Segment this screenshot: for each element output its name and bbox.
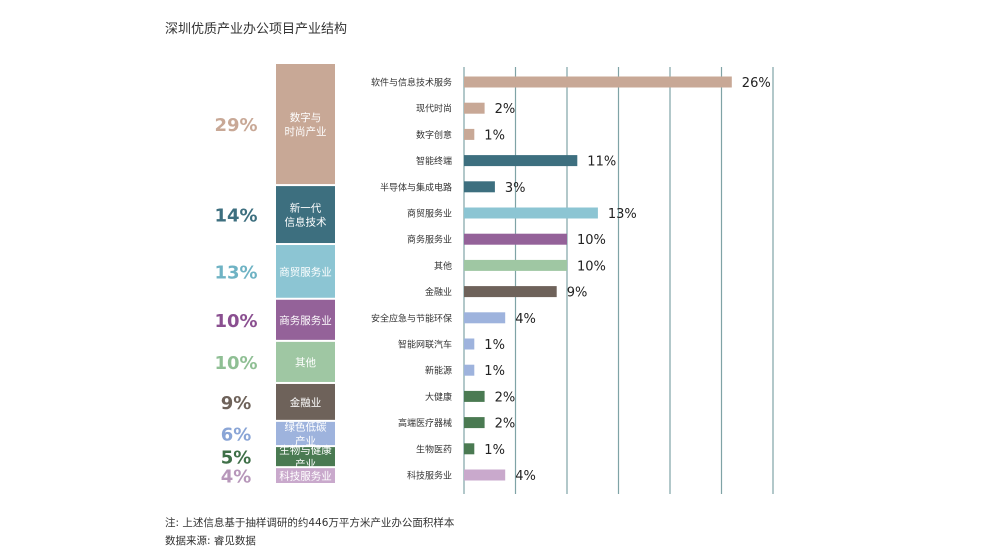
- group-share-label: 5%: [221, 448, 252, 469]
- value-label: 26%: [742, 76, 771, 91]
- group-share-label: 10%: [214, 353, 257, 374]
- category-label: 安全应急与节能环保: [371, 312, 452, 324]
- stack-segment: [276, 383, 335, 420]
- value-label: 9%: [567, 286, 588, 301]
- bar: [464, 181, 495, 193]
- category-label: 新能源: [425, 365, 452, 377]
- stack-segment: [276, 299, 335, 340]
- group-share-label: 14%: [214, 206, 257, 227]
- category-label: 软件与信息技术服务: [371, 77, 452, 89]
- value-label: 3%: [505, 181, 526, 196]
- value-label: 1%: [484, 364, 505, 379]
- bar: [464, 155, 578, 167]
- category-label: 半导体与集成电路: [380, 181, 452, 193]
- value-label: 11%: [587, 155, 616, 170]
- value-label: 1%: [484, 128, 505, 143]
- stack-segment: [276, 186, 335, 244]
- category-label: 高端医疗器械: [398, 417, 452, 429]
- segment-label: 金融业: [290, 396, 322, 409]
- stack-segment: [276, 421, 335, 446]
- category-label: 大健康: [425, 391, 452, 403]
- stack-segment: [276, 64, 335, 185]
- segment-label: 其他: [295, 356, 316, 369]
- category-label: 金融业: [425, 286, 452, 298]
- stack-segment: [276, 245, 335, 298]
- value-label: 10%: [577, 233, 606, 248]
- value-label: 4%: [515, 312, 536, 327]
- category-label: 智能终端: [416, 155, 452, 167]
- category-label: 商务服务业: [407, 234, 452, 246]
- value-label: 1%: [484, 338, 505, 353]
- group-share-label: 29%: [214, 115, 257, 136]
- bar: [464, 128, 475, 140]
- category-label: 智能网联汽车: [398, 339, 452, 351]
- bar: [464, 417, 485, 429]
- bar: [464, 364, 475, 376]
- bar: [464, 207, 598, 219]
- source-note: 数据来源: 睿见数据: [165, 535, 256, 547]
- stack-segment: [276, 447, 335, 467]
- stack-segment: [276, 341, 335, 382]
- value-label: 1%: [484, 443, 505, 458]
- value-label: 2%: [495, 417, 516, 432]
- category-label: 科技服务业: [407, 470, 452, 482]
- group-share-label: 10%: [214, 311, 257, 332]
- bars: 软件与信息技术服务 26% 现代时尚 2% 数字创意 1% 智能终端 11% 半导体与集成电路 3…: [371, 76, 771, 484]
- group-share-label: 13%: [214, 262, 257, 283]
- segment-label: 绿色低碳产业: [285, 420, 327, 447]
- category-label: 数字创意: [416, 129, 452, 141]
- bar: [464, 469, 506, 481]
- category-label: 其他: [434, 260, 452, 272]
- bar: [464, 233, 567, 245]
- bar: [464, 443, 475, 455]
- bar: [464, 338, 475, 350]
- category-label: 商贸服务业: [407, 208, 452, 220]
- value-label: 2%: [495, 102, 516, 117]
- segment-label: 科技服务业: [279, 470, 332, 483]
- value-label: 10%: [577, 259, 606, 274]
- segment-label: 商务服务业: [279, 314, 332, 327]
- group-share-label: 6%: [221, 424, 252, 445]
- bar: [464, 286, 557, 298]
- bar: [464, 76, 732, 88]
- value-label: 13%: [608, 207, 637, 222]
- value-label: 4%: [515, 469, 536, 484]
- footnote: 注: 上述信息基于抽样调研的约446万平方米产业办公面积样本: [165, 517, 455, 529]
- group-share-label: 4%: [221, 467, 252, 488]
- segment-label: 商贸服务业: [279, 265, 332, 278]
- chart-title: 深圳优质产业办公项目产业结构: [165, 22, 348, 37]
- stacked-column: 数字与时尚产业 29% 新一代信息技术 14% 商贸服务业 13% 商务服务业 10% 其他 10…: [214, 64, 335, 488]
- segment-label: 生物与健康产业: [279, 444, 332, 471]
- bar: [464, 102, 485, 114]
- bar: [464, 390, 485, 402]
- group-share-label: 9%: [221, 393, 252, 414]
- category-label: 现代时尚: [416, 103, 452, 115]
- stack-segment: [276, 468, 335, 483]
- bar: [464, 312, 506, 324]
- value-label: 2%: [495, 390, 516, 405]
- bar: [464, 259, 567, 271]
- category-label: 生物医药: [416, 443, 452, 455]
- segment-label: 新一代信息技术: [285, 202, 327, 229]
- segment-label: 数字与时尚产业: [285, 111, 327, 138]
